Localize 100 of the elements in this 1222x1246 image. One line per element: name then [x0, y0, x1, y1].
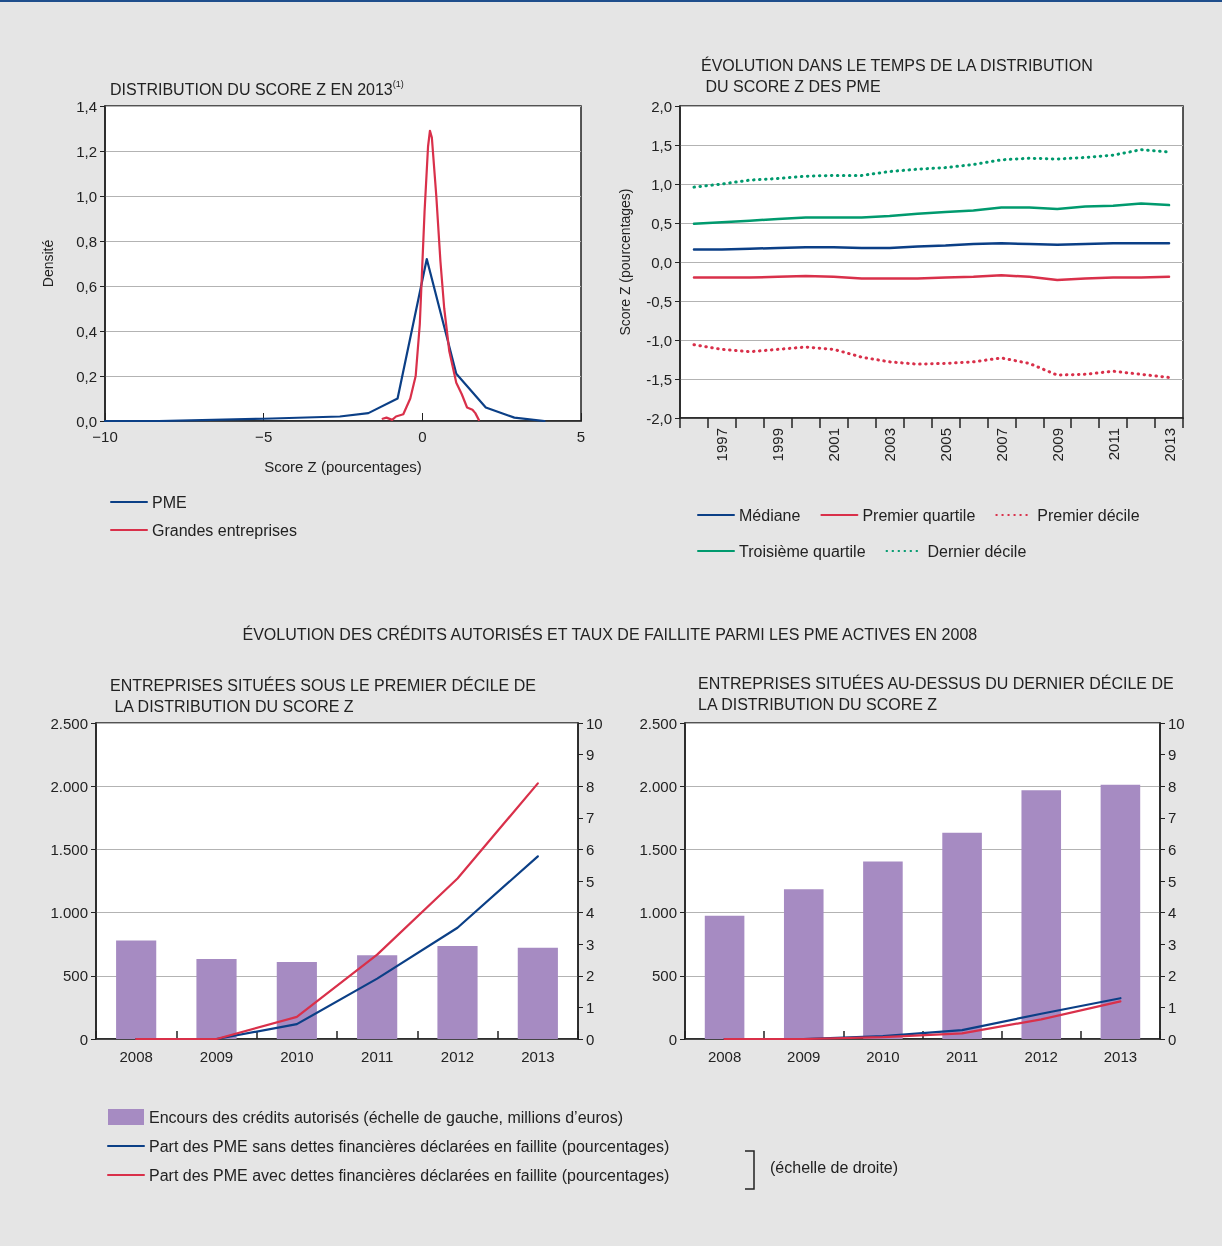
bar	[1021, 790, 1062, 1039]
x-tick-label: 2010	[280, 1048, 314, 1065]
y-tick-label: 2.500	[639, 714, 677, 732]
legend-label: Médiane	[739, 506, 801, 524]
y2-tick-label: 4	[1168, 904, 1177, 922]
line-series	[692, 148, 1171, 189]
y2-tick-label: 4	[586, 904, 595, 922]
y-tick-label: 0,0	[76, 412, 97, 430]
x-tick-label: 2013	[1103, 1048, 1138, 1065]
y-tick-label: 0,2	[76, 367, 97, 385]
y-axis-title: Densité	[40, 239, 56, 288]
y-tick-label: 0	[668, 1030, 677, 1048]
bar	[704, 915, 745, 1039]
y-tick-label: 1,0	[76, 187, 97, 205]
x-tick-label: 2010	[866, 1048, 900, 1065]
x-tick-label: 2011	[945, 1048, 979, 1065]
x-tick-label: 2009	[787, 1048, 821, 1065]
y-tick-label: 1.500	[50, 840, 88, 858]
chart-title: ENTREPRISES SITUÉES SOUS LE PREMIER DÉCILE DE LA DISTRIBUTION DU SCORE Z	[110, 676, 536, 715]
legend-label: Troisième quartile	[739, 542, 866, 560]
x-tick-label: −10	[92, 428, 118, 445]
y2-tick-label: 0	[1168, 1030, 1177, 1048]
y2-tick-label: 9	[1168, 746, 1177, 764]
x-tick-label: 2013	[1160, 428, 1178, 462]
y-tick-label: -2,0	[646, 409, 672, 427]
text: ÉVOLUTION DES CRÉDITS AUTORISÉS ET TAUX DE FAILLITE PARMI LES PME ACTIVES EN 2008	[242, 624, 978, 643]
x-tick-label: 2011	[361, 1048, 394, 1065]
y-tick-label: 500	[651, 967, 677, 985]
x-tick-label: −5	[255, 428, 273, 445]
bar	[942, 832, 982, 1039]
bar	[1100, 784, 1141, 1039]
y-tick-label: 1,0	[651, 175, 672, 193]
y2-tick-label: 5	[586, 872, 595, 890]
y-tick-label: 500	[62, 967, 88, 985]
y2-tick-label: 10	[586, 714, 603, 732]
y-tick-label: 1,5	[651, 136, 672, 154]
x-tick-label: 2013	[521, 1048, 555, 1065]
y-tick-label: 0,6	[76, 277, 97, 295]
y-tick-label: 0	[79, 1030, 88, 1048]
y-tick-label: 1.000	[639, 904, 677, 922]
x-tick-label: 0	[418, 428, 427, 445]
y2-tick-label: 3	[1168, 935, 1177, 953]
bar	[783, 889, 824, 1039]
y-tick-label: 0,5	[651, 214, 672, 232]
y2-tick-label: 5	[1168, 872, 1177, 890]
x-tick-label: 2008	[707, 1048, 742, 1065]
x-tick-label: 2003	[881, 428, 899, 462]
x-tick-label: 5	[576, 428, 586, 445]
y-tick-label: 0,4	[76, 322, 97, 340]
x-tick-label: 2012	[1024, 1048, 1058, 1065]
legend-label: Encours des crédits autorisés (échelle de gauche, millions d’euros)	[149, 1108, 624, 1126]
line-series	[381, 129, 480, 421]
text: (échelle de droite)	[770, 1158, 899, 1176]
y-tick-label: 1.500	[639, 840, 677, 858]
y-axis-title: Score Z (pourcentages)	[617, 188, 633, 336]
x-tick-label: 2001	[825, 428, 843, 462]
y2-tick-label: 7	[1168, 809, 1177, 827]
y-tick-label: 2.500	[50, 714, 88, 732]
bar	[863, 861, 903, 1039]
y2-tick-label: 8	[586, 777, 595, 795]
y-tick-label: 1,2	[76, 142, 97, 160]
legend-label: Premier décile	[1037, 506, 1140, 524]
y2-tick-label: 3	[586, 935, 595, 953]
x-tick-label: 2008	[119, 1048, 153, 1065]
y2-tick-label: 2	[1168, 967, 1177, 985]
y-tick-label: 0,0	[651, 253, 672, 271]
x-tick-label: 1997	[713, 428, 731, 462]
legend-label: Premier quartile	[862, 506, 976, 524]
x-tick-label: 2007	[992, 428, 1010, 462]
x-tick-label: 2009	[199, 1048, 234, 1065]
y-tick-label: 2.000	[50, 777, 88, 795]
chart-title: ENTREPRISES SITUÉES AU-DESSUS DU DERNIER DÉCILE DE LA DISTRIBUTION DU SCORE Z	[698, 674, 1179, 713]
x-tick-label: 2009	[1048, 428, 1066, 462]
y-tick-label: 1.000	[50, 904, 88, 922]
y2-tick-label: 6	[586, 840, 595, 858]
line-series	[692, 242, 1171, 251]
x-tick-label: 1999	[769, 428, 787, 462]
y2-tick-label: 10	[1168, 714, 1185, 732]
y-tick-label: -0,5	[646, 292, 672, 310]
y-tick-label: 2.000	[639, 777, 677, 795]
x-tick-label: 2011	[1104, 428, 1122, 461]
y-tick-label: 2,0	[651, 97, 672, 115]
line-series	[692, 343, 1171, 379]
y-tick-label: 0,8	[76, 232, 97, 250]
chart-title: ÉVOLUTION DANS LE TEMPS DE LA DISTRIBUTION DU SCORE Z DES PME	[701, 56, 1093, 95]
y2-tick-label: 1	[586, 998, 595, 1016]
y2-tick-label: 6	[1168, 840, 1177, 858]
x-tick-label: 2005	[936, 428, 954, 462]
y2-tick-label: 0	[586, 1030, 595, 1048]
legend-label: Dernier décile	[927, 542, 1027, 560]
x-tick-label: 2012	[440, 1048, 475, 1065]
legend-label: PME	[152, 493, 187, 511]
line-series	[103, 257, 546, 423]
legend-label: Part des PME avec dettes financières déclarées en faillite (pourcentages)	[149, 1166, 670, 1184]
y-tick-label: -1,0	[646, 331, 672, 349]
x-axis-title: Score Z (pourcentages)	[264, 458, 422, 475]
line-series	[135, 782, 539, 1041]
legend-label: Grandes entreprises	[152, 521, 297, 539]
y2-tick-label: 8	[1168, 777, 1177, 795]
y2-tick-label: 2	[586, 967, 595, 985]
